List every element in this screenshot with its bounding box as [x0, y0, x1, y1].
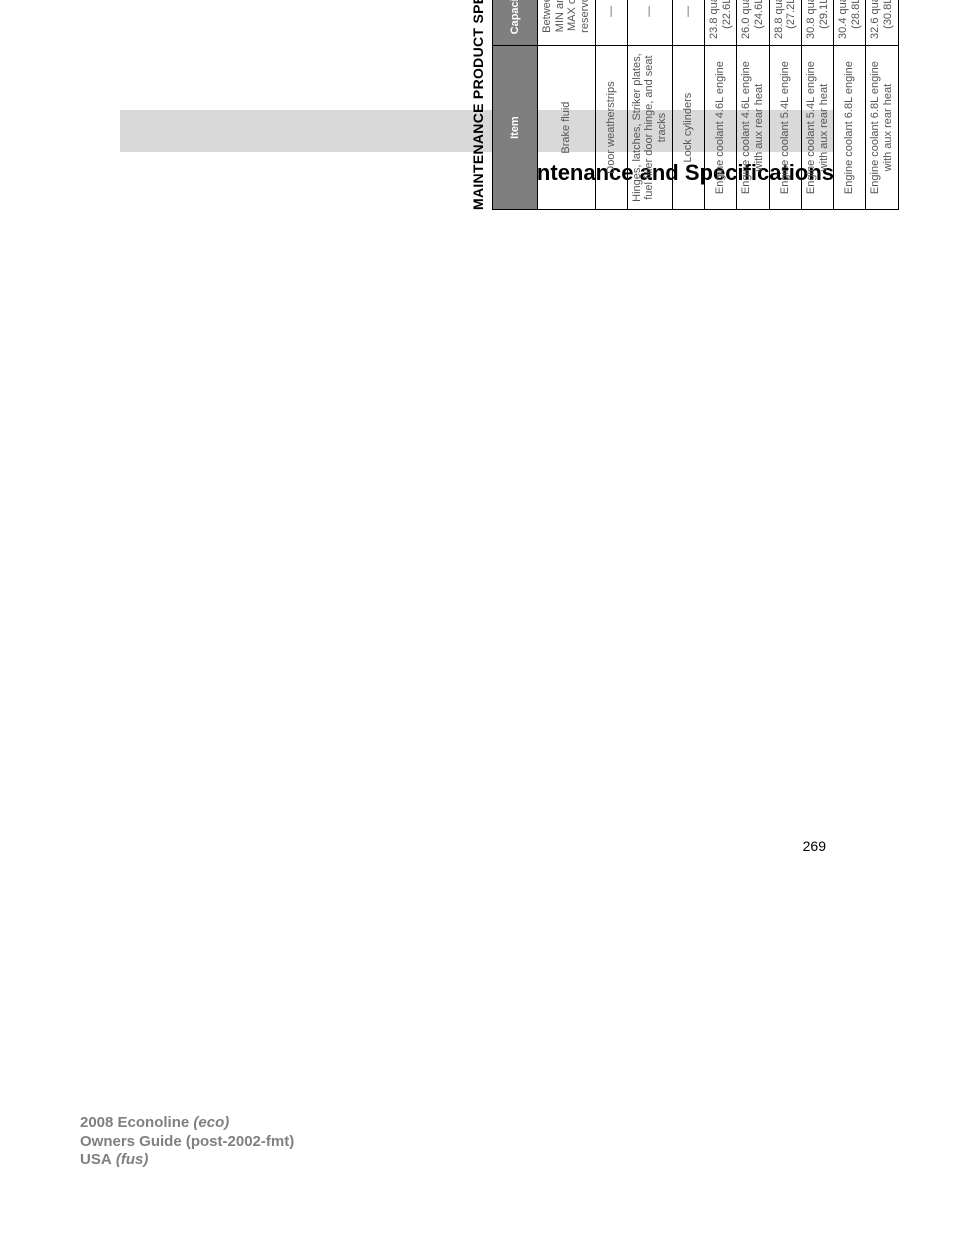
table-header-row: Item Capacity Ford part name Ford part n…: [493, 0, 538, 210]
table-title: MAINTENANCE PRODUCT SPECIFICATIONS AND C…: [470, 0, 486, 210]
cell-item: Hinges, latches, Striker plates, fuel fi…: [627, 46, 672, 210]
footer-model: 2008 Econoline: [80, 1114, 189, 1131]
page-number: 269: [803, 838, 826, 854]
table-row: Lock cylinders — Motorcraft Penetrating …: [672, 0, 704, 210]
cell-capacity: —: [627, 0, 672, 46]
cell-capacity: Between MIN and MAX on reservoir: [538, 0, 596, 46]
cell-capacity: 28.8 quarts (27.2L): [769, 0, 801, 46]
cell-item: Engine coolant 5.4L engine: [769, 46, 801, 210]
table-row: Engine coolant 5.4L engine with aux rear…: [801, 0, 833, 210]
cell-item: Engine coolant 6.8L engine: [834, 46, 866, 210]
table-row: Brake fluid Between MIN and MAX on reser…: [538, 0, 596, 210]
table-row: Engine coolant 4.6L engine 23.8 quarts (…: [705, 0, 737, 210]
th-capacity: Capacity: [493, 0, 538, 46]
cell-capacity: 26.0 quarts (24.6L): [737, 0, 769, 46]
cell-item: Door weatherstrips: [595, 46, 627, 210]
cell-item: Engine coolant 6.8L engine with aux rear…: [866, 46, 898, 210]
cell-item: Engine coolant 4.6L engine with aux rear…: [737, 46, 769, 210]
table-row: Engine coolant 5.4L engine 28.8 quarts (…: [769, 0, 801, 210]
footer-code1: (eco): [189, 1114, 229, 1131]
cell-item: Engine coolant 5.4L engine with aux rear…: [801, 46, 833, 210]
table-row: Hinges, latches, Striker plates, fuel fi…: [627, 0, 672, 210]
footer-block: 2008 Econoline (eco) Owners Guide (post-…: [80, 1114, 294, 1170]
cell-capacity: 30.8 quarts (29.1L): [801, 0, 833, 46]
cell-item: Engine coolant 4.6L engine: [705, 46, 737, 210]
cell-item: Lock cylinders: [672, 46, 704, 210]
table-row: Door weatherstrips — Silicone Spray Lubr…: [595, 0, 627, 210]
spec-table: Item Capacity Ford part name Ford part n…: [492, 0, 899, 210]
footer-region: USA: [80, 1151, 112, 1168]
th-item: Item: [493, 46, 538, 210]
cell-capacity: 23.8 quarts (22.6L): [705, 0, 737, 46]
cell-capacity: —: [672, 0, 704, 46]
cell-item: Brake fluid: [538, 46, 596, 210]
footer-guide: Owners Guide (post-2002-fmt): [80, 1133, 294, 1150]
cell-capacity: 32.6 quarts (30.8L): [866, 0, 898, 46]
cell-capacity: 30.4 quarts (28.8L): [834, 0, 866, 46]
table-row: Engine coolant 6.8L engine 30.4 quarts (…: [834, 0, 866, 210]
cell-capacity: —: [595, 0, 627, 46]
rotated-content: MAINTENANCE PRODUCT SPECIFICATIONS AND C…: [470, 0, 899, 210]
table-row: Engine coolant 4.6L engine with aux rear…: [737, 0, 769, 210]
table-row: Engine coolant 6.8L engine with aux rear…: [866, 0, 898, 210]
footer-code2: (fus): [112, 1151, 149, 1168]
